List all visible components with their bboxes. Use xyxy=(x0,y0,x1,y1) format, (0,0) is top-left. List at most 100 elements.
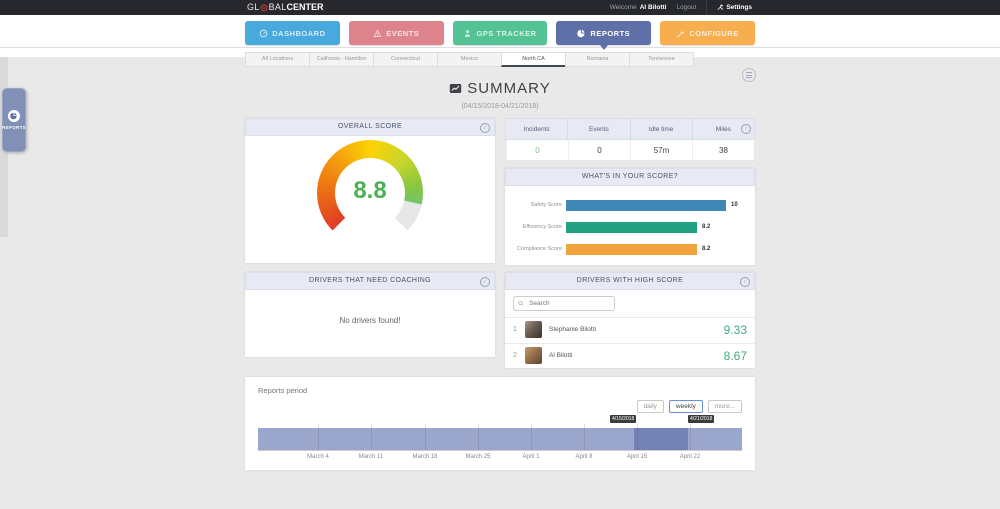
tab-california-hamilton[interactable]: California - Hamilton xyxy=(309,52,374,67)
pie-chart-icon xyxy=(8,110,20,122)
top-bar: GL BAL CENTER Welcome Al Bilotti Logout S… xyxy=(0,0,1000,15)
tick-label: April 1 xyxy=(522,454,540,460)
grid-line xyxy=(478,424,479,450)
nav-dashboard-label: DASHBOARD xyxy=(272,28,326,38)
reports-period-card: Reports period daily weekly more... 4/15… xyxy=(245,377,755,470)
info-icon[interactable] xyxy=(480,123,490,133)
gauge-hole xyxy=(335,158,405,228)
info-icon[interactable] xyxy=(480,277,490,287)
settings-label: Settings xyxy=(726,4,752,11)
nav-dashboard-button[interactable]: DASHBOARD xyxy=(245,21,340,45)
driver-name: Al Bilotti xyxy=(549,352,573,359)
top-bar-right: Welcome Al Bilotti Logout Settings xyxy=(610,0,752,15)
nav-configure-button[interactable]: CONFIGURE xyxy=(660,21,755,45)
reports-slideout-handle[interactable]: REPORTS xyxy=(2,88,26,152)
score-bars: Safety Score 10 Efficiency Score 8.2 Com… xyxy=(505,194,755,260)
logo-text-mid: BAL xyxy=(268,2,287,12)
driver-row-1[interactable]: 1 Stephanie Bilotti 9.33 xyxy=(505,317,755,341)
grid-line xyxy=(637,424,638,450)
nav-events-button[interactable]: EVENTS xyxy=(348,21,444,45)
nav-gps-tracker-button[interactable]: GPS TRACKER xyxy=(452,21,548,45)
gauge-value: 8.8 xyxy=(353,176,387,204)
grid-line xyxy=(584,424,585,450)
driver-name: Stephanie Bilotti xyxy=(549,326,596,333)
logo-text-suffix: CENTER xyxy=(286,2,324,12)
efficiency-score-value: 8.2 xyxy=(702,224,711,230)
tab-tennessee[interactable]: Tennessee xyxy=(629,52,694,67)
safety-score-value: 10 xyxy=(731,202,738,208)
welcome-label: Welcome xyxy=(609,4,637,11)
date-range: (04/15/2018-04/21/2018) xyxy=(461,103,539,110)
nav-buttons: DASHBOARD EVENTS GPS TRACKER REPORTS CON… xyxy=(245,21,755,50)
more-button[interactable]: more... xyxy=(707,400,742,413)
high-score-card: DRIVERS WITH HIGH SCORE 1 Stephanie Bilo… xyxy=(505,272,755,368)
grid-line xyxy=(690,424,691,450)
tick-label: March 11 xyxy=(358,454,384,460)
weekly-button[interactable]: weekly xyxy=(668,400,703,413)
stats-table: Incidents Events Idle time Miles 0 0 57m… xyxy=(505,118,755,161)
selection-end-tooltip: 4/21/2018 xyxy=(688,415,715,423)
warning-icon xyxy=(373,29,382,37)
nav-reports-button[interactable]: REPORTS xyxy=(556,21,652,50)
tick-label: March 18 xyxy=(412,454,438,460)
chart-icon xyxy=(450,84,462,93)
driver-search-box xyxy=(513,296,615,311)
hamburger-icon xyxy=(746,72,752,73)
logout-link[interactable]: Logout xyxy=(676,4,697,11)
tick-label: April 22 xyxy=(679,454,701,460)
high-score-header: DRIVERS WITH HIGH SCORE xyxy=(505,272,755,290)
tab-romania[interactable]: Romania xyxy=(565,52,630,67)
timeline-band[interactable] xyxy=(258,428,742,450)
stats-header-row: Incidents Events Idle time Miles xyxy=(505,118,755,140)
stats-values-row: 0 0 57m 38 xyxy=(505,140,755,161)
safety-score-bar xyxy=(566,199,726,211)
driver-search-input[interactable] xyxy=(527,299,610,308)
tab-all-locations[interactable]: All Locations xyxy=(245,52,310,67)
stats-value-events: 0 xyxy=(568,140,630,160)
driver-row-2[interactable]: 2 Al Bilotti 8.67 xyxy=(505,343,755,367)
summary-menu-button[interactable] xyxy=(742,68,756,82)
overall-score-title: OVERALL SCORE xyxy=(337,123,403,130)
bar-row-efficiency: Efficiency Score 8.2 xyxy=(505,216,755,238)
nav-reports-label: REPORTS xyxy=(590,28,631,38)
stats-header-idle-time: Idle time xyxy=(629,119,692,139)
hamburger-icon xyxy=(746,77,752,78)
stats-header-incidents: Incidents xyxy=(523,125,550,133)
driver-score: 9.33 xyxy=(723,322,747,337)
grid-line xyxy=(318,424,319,450)
driver-avatar xyxy=(525,321,542,338)
stats-header-miles: Miles xyxy=(691,119,754,139)
tab-north-ca[interactable]: North CA xyxy=(501,52,566,67)
location-tabs: All Locations California - Hamilton Conn… xyxy=(245,52,694,67)
coaching-card: DRIVERS THAT NEED COACHING No drivers fo… xyxy=(245,272,495,357)
overall-score-header: OVERALL SCORE xyxy=(245,118,495,136)
user-name: Al Bilotti xyxy=(639,4,667,11)
score-breakdown-title: WHAT'S IN YOUR SCORE? xyxy=(581,173,679,180)
score-gauge: 8.8 xyxy=(317,140,423,246)
stats-value-idle-time: 57m xyxy=(630,140,692,160)
bar-row-compliance: Compliance Score 8.2 xyxy=(505,238,755,260)
driver-rank: 1 xyxy=(513,326,517,333)
range-buttons: daily weekly more... xyxy=(636,400,742,413)
compliance-score-bar xyxy=(566,243,697,255)
tab-connecticut[interactable]: Connecticut xyxy=(373,52,438,67)
grid-line xyxy=(425,424,426,450)
tick-label: March 4 xyxy=(307,454,329,460)
daily-button[interactable]: daily xyxy=(636,400,664,413)
selection-start-tooltip: 4/15/2018 xyxy=(610,415,637,423)
info-icon[interactable] xyxy=(741,124,751,134)
person-pin-icon xyxy=(465,29,471,37)
wrench-icon xyxy=(718,4,724,11)
compliance-score-value: 8.2 xyxy=(702,246,711,252)
stats-header-events: Events xyxy=(567,119,629,139)
overall-score-card: OVERALL SCORE 8.8 xyxy=(245,118,495,263)
info-icon[interactable] xyxy=(740,277,750,287)
timeline-baseline xyxy=(258,450,742,451)
bar-label-compliance: Compliance Score xyxy=(517,246,562,252)
settings-button[interactable]: Settings xyxy=(717,4,752,11)
tick-label: March 25 xyxy=(465,454,491,460)
tab-mexico[interactable]: Mexico xyxy=(437,52,502,67)
timeline-selection[interactable] xyxy=(634,428,688,450)
divider xyxy=(706,0,708,15)
coaching-header: DRIVERS THAT NEED COACHING xyxy=(245,272,495,290)
